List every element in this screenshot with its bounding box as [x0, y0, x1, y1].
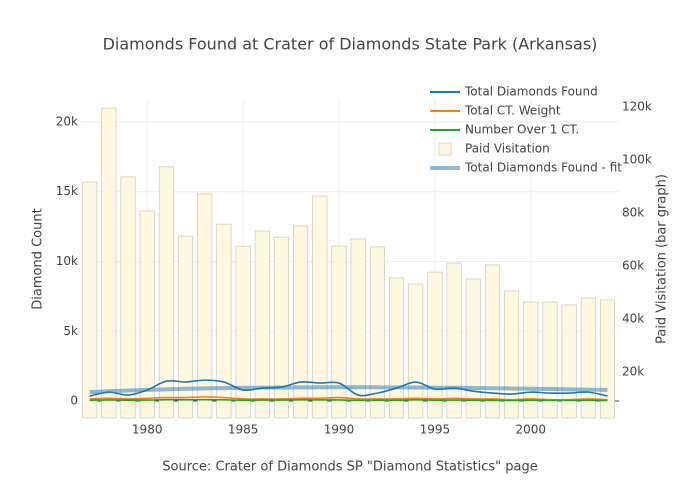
- bar: [369, 246, 385, 419]
- bar: [178, 235, 194, 419]
- line: [89, 398, 608, 402]
- y-tick-label: 15k: [56, 184, 78, 198]
- bar: [389, 277, 405, 419]
- legend-label: Paid Visitation: [465, 142, 550, 156]
- y2-axis-title: Paid Visitation (bar graph): [655, 174, 670, 344]
- bar: [504, 290, 520, 419]
- chart-title: Diamonds Found at Crater of Diamonds Sta…: [103, 35, 598, 54]
- bar: [427, 271, 443, 419]
- bar: [139, 210, 155, 419]
- bar: [216, 223, 232, 419]
- x-tick-label: 1985: [228, 423, 259, 437]
- y-tick-label: 10k: [56, 254, 78, 268]
- y2-tick-label: 40k: [622, 311, 644, 325]
- bar: [273, 236, 289, 419]
- bar: [312, 195, 328, 419]
- x-axis-title: Source: Crater of Diamonds SP "Diamond S…: [162, 460, 537, 475]
- bar: [235, 245, 251, 419]
- fit-line: [89, 385, 608, 395]
- x-tick-label: 2000: [516, 423, 547, 437]
- y2-tick-label: 100k: [622, 152, 652, 166]
- y-axis-title: Diamond Count: [31, 208, 46, 309]
- legend-label: Total Diamonds Found: [464, 85, 598, 99]
- line: [89, 396, 608, 401]
- bar: [350, 238, 366, 419]
- bar: [120, 176, 136, 419]
- x-tick-label: 1995: [420, 423, 451, 437]
- bar: [254, 230, 270, 419]
- y2-tick-label: 20k: [622, 364, 644, 378]
- legend-label: Total Diamonds Found - fit: [464, 161, 622, 175]
- bar: [484, 264, 500, 419]
- y-tick-label: 0: [70, 394, 78, 408]
- bar: [465, 278, 481, 419]
- bar: [101, 107, 117, 419]
- y2-tick-label: 120k: [622, 99, 652, 113]
- legend-swatch: [438, 142, 452, 156]
- legend-label: Number Over 1 CT.: [465, 123, 579, 137]
- x-tick-label: 1990: [324, 423, 355, 437]
- bar: [293, 225, 309, 419]
- x-tick-label: 1980: [132, 423, 163, 437]
- bar: [197, 193, 213, 419]
- y-tick-label: 5k: [63, 324, 78, 338]
- bar: [408, 283, 424, 419]
- y-tick-label: 20k: [56, 114, 78, 128]
- legend-label: Total CT. Weight: [464, 104, 561, 118]
- bar: [446, 262, 462, 419]
- y2-tick-label: 60k: [622, 258, 644, 272]
- bar: [82, 181, 98, 419]
- y2-tick-label: 80k: [622, 205, 644, 219]
- bar: [331, 245, 347, 419]
- bar: [158, 166, 174, 419]
